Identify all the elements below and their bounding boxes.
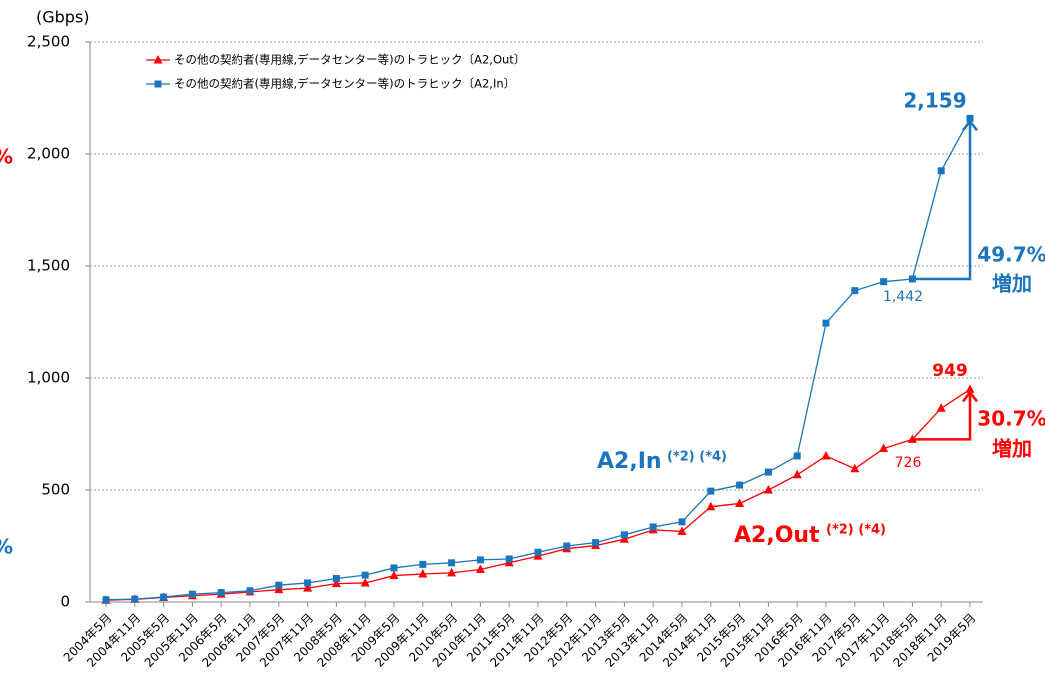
marker xyxy=(908,275,916,283)
marker xyxy=(275,581,283,589)
marker xyxy=(965,384,975,393)
annotation: 2,159 xyxy=(903,89,966,113)
marker xyxy=(563,542,571,550)
marker xyxy=(304,579,312,587)
marker xyxy=(246,587,254,595)
y-tick-label: 1,500 xyxy=(27,257,70,275)
marker xyxy=(102,596,110,604)
annotation: % xyxy=(0,145,13,169)
marker xyxy=(390,564,398,572)
marker xyxy=(735,498,745,507)
marker xyxy=(160,593,168,601)
marker xyxy=(620,531,628,539)
marker xyxy=(419,560,427,568)
marker xyxy=(879,443,889,453)
annotation: 726 xyxy=(895,455,922,471)
annotation: A2,Out xyxy=(734,523,820,548)
y-tick-label: 0 xyxy=(60,593,70,611)
annotation: (*2) (*4) xyxy=(667,450,727,465)
marker xyxy=(707,487,715,495)
y-tick-label: 1,000 xyxy=(27,369,70,387)
marker xyxy=(851,287,859,295)
marker xyxy=(475,564,485,574)
annotation: 増加 xyxy=(992,437,1032,461)
marker xyxy=(448,559,456,567)
annotation: % xyxy=(0,535,13,559)
growth-bracket xyxy=(912,122,972,281)
marker xyxy=(822,319,830,327)
marker xyxy=(361,571,369,579)
marker xyxy=(649,523,657,531)
annotation: 49.7% xyxy=(977,243,1045,267)
marker xyxy=(764,468,772,476)
growth-bracket xyxy=(912,393,972,441)
marker xyxy=(476,556,484,564)
legend-marker xyxy=(154,80,162,88)
marker xyxy=(418,569,428,578)
marker xyxy=(880,278,888,286)
marker xyxy=(188,590,196,598)
annotation: 増加 xyxy=(992,272,1032,296)
marker xyxy=(677,526,687,535)
legend-label: その他の契約者(専用線,データセンター等)のトラヒック〔A2,Out〕 xyxy=(174,53,525,67)
marker xyxy=(793,452,801,460)
marker xyxy=(534,548,542,556)
marker xyxy=(331,578,341,588)
y-tick-label: 500 xyxy=(41,481,70,499)
y-tick-label: 2,500 xyxy=(27,33,70,51)
annotation: 949 xyxy=(932,361,968,381)
marker xyxy=(936,403,946,412)
marker xyxy=(389,570,399,580)
marker xyxy=(907,434,917,443)
annotation: 30.7% xyxy=(977,407,1045,431)
marker xyxy=(678,518,686,526)
marker xyxy=(131,595,139,603)
marker xyxy=(217,589,225,597)
marker xyxy=(505,555,513,563)
marker xyxy=(792,469,802,479)
legend-marker xyxy=(153,55,163,64)
marker xyxy=(303,583,313,592)
annotation: A2,In xyxy=(597,449,662,474)
series-line xyxy=(105,388,971,601)
marker xyxy=(360,577,370,587)
marker xyxy=(706,501,716,511)
marker xyxy=(447,567,457,577)
marker xyxy=(736,481,744,489)
marker xyxy=(821,450,831,460)
y-tick-label: 2,000 xyxy=(27,145,70,163)
y-axis-label: (Gbps) xyxy=(36,8,90,27)
marker xyxy=(937,167,945,175)
annotation: (*2) (*4) xyxy=(826,523,886,538)
marker xyxy=(619,534,629,543)
marker xyxy=(850,463,860,473)
annotation: 1,442 xyxy=(883,289,923,305)
marker xyxy=(966,114,974,122)
marker xyxy=(763,485,773,494)
marker xyxy=(274,584,284,594)
marker xyxy=(332,574,340,582)
legend-label: その他の契約者(専用線,データセンター等)のトラヒック〔A2,In〕 xyxy=(174,77,515,91)
marker xyxy=(592,539,600,547)
